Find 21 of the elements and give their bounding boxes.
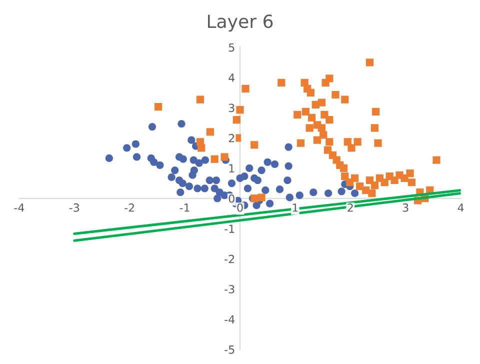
x-tick-label: 2 — [348, 203, 353, 212]
y-tick-label: -1 — [224, 224, 234, 233]
x-tick-label: 0 — [237, 203, 243, 212]
y-tick-label: 5 — [228, 43, 234, 52]
y-tick-label: 2 — [228, 134, 234, 142]
y-tick-label: 0 — [228, 194, 234, 203]
y-tick-label: -2 — [224, 254, 234, 264]
x-tick-label: -2 — [124, 203, 134, 212]
x-tick-label: -4 — [14, 204, 24, 212]
y-tick-label: 1 — [229, 164, 234, 172]
y-tick-label: -3 — [224, 284, 234, 294]
y-tick-label: -5 — [224, 346, 234, 354]
chart-title: Layer 6 — [208, 14, 273, 32]
x-tick-label: -1 — [180, 204, 190, 212]
x-tick-label: 1 — [292, 204, 298, 212]
x-tick-label: -3 — [69, 203, 80, 212]
y-tick-label: 4 — [228, 74, 235, 82]
y-tick-label: -4 — [224, 315, 235, 324]
x-tick-label: 4 — [458, 204, 464, 212]
y-tick-label: 3 — [228, 104, 234, 112]
x-tick-label: 3 — [402, 203, 408, 212]
